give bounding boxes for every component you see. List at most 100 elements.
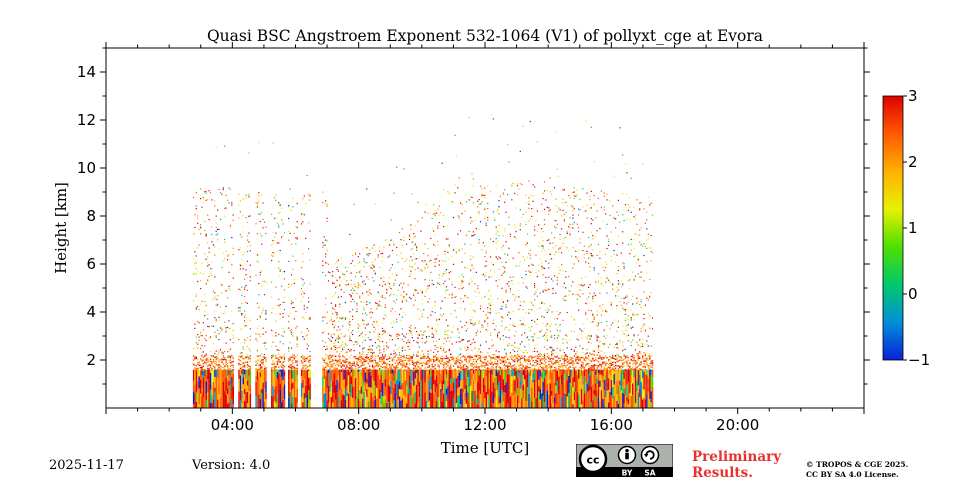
heatmap-cell <box>483 357 484 358</box>
heatmap-cell <box>460 357 461 358</box>
heatmap-cell <box>567 312 568 313</box>
heatmap-cell <box>474 370 475 381</box>
heatmap-cell <box>331 347 332 348</box>
heatmap-cell <box>335 347 336 348</box>
heatmap-cell <box>541 362 542 363</box>
heatmap-cell <box>263 219 264 220</box>
heatmap-cell <box>196 274 197 275</box>
heatmap-cell <box>344 361 345 362</box>
heatmap-cell <box>433 231 434 232</box>
heatmap-cell <box>435 312 436 313</box>
heatmap-cell <box>528 378 529 394</box>
heatmap-cell <box>322 358 323 359</box>
heatmap-cell <box>517 362 518 363</box>
heatmap-cell <box>336 396 337 408</box>
heatmap-cell <box>543 366 544 367</box>
heatmap-cell <box>575 367 576 368</box>
heatmap-cell <box>517 351 518 352</box>
heatmap-cell <box>396 336 397 337</box>
heatmap-cell <box>568 226 569 227</box>
heatmap-cell <box>274 375 275 389</box>
heatmap-cell <box>453 382 454 397</box>
heatmap-cell <box>260 361 261 362</box>
heatmap-cell <box>213 244 214 245</box>
heatmap-cell <box>564 357 565 358</box>
heatmap-cell <box>373 366 374 367</box>
heatmap-cell <box>564 365 565 366</box>
heatmap-cell <box>213 399 214 408</box>
heatmap-cell <box>427 355 428 356</box>
heatmap-cell <box>274 389 275 402</box>
heatmap-cell <box>528 313 529 314</box>
heatmap-cell <box>513 376 514 381</box>
heatmap-cell <box>200 224 201 225</box>
heatmap-cell <box>260 390 261 399</box>
heatmap-cell <box>419 335 420 336</box>
heatmap-cell <box>260 336 261 337</box>
heatmap-cell <box>297 339 298 340</box>
heatmap-cell <box>412 358 413 359</box>
heatmap-cell <box>352 341 353 342</box>
heatmap-cell <box>510 352 511 353</box>
heatmap-cell <box>228 360 229 361</box>
heatmap-cell <box>369 372 370 387</box>
heatmap-cell <box>263 370 264 383</box>
heatmap-cell <box>224 366 225 367</box>
heatmap-cell <box>409 260 410 261</box>
heatmap-cell <box>470 319 471 320</box>
heatmap-cell <box>301 213 302 214</box>
heatmap-cell <box>393 193 394 194</box>
heatmap-cell <box>464 297 465 298</box>
heatmap-cell <box>557 369 558 370</box>
heatmap-cell <box>435 356 436 357</box>
heatmap-cell <box>221 360 222 361</box>
heatmap-cell <box>282 313 283 314</box>
heatmap-cell <box>227 370 228 376</box>
heatmap-cell <box>383 281 384 282</box>
heatmap-cell <box>302 253 303 254</box>
heatmap-cell <box>565 339 566 340</box>
heatmap-cell <box>528 197 529 198</box>
heatmap-cell <box>498 213 499 214</box>
heatmap-cell <box>550 331 551 332</box>
heatmap-cell <box>327 250 328 251</box>
heatmap-cell <box>348 370 349 376</box>
heatmap-cell <box>459 369 460 370</box>
heatmap-cell <box>395 352 396 353</box>
heatmap-cell <box>355 358 356 359</box>
heatmap-cell <box>382 358 383 359</box>
heatmap-cell <box>223 187 224 188</box>
heatmap-cell <box>513 311 514 312</box>
heatmap-cell <box>345 372 346 389</box>
heatmap-cell <box>206 235 207 236</box>
heatmap-cell <box>378 305 379 306</box>
heatmap-cell <box>571 256 572 257</box>
heatmap-cell <box>501 317 502 318</box>
heatmap-cell <box>557 340 558 341</box>
heatmap-cell <box>561 215 562 216</box>
heatmap-cell <box>233 330 234 331</box>
heatmap-cell <box>349 234 350 235</box>
heatmap-cell <box>322 320 323 321</box>
heatmap-cell <box>473 185 474 186</box>
heatmap-cell <box>373 370 374 381</box>
heatmap-cell <box>417 293 418 294</box>
heatmap-cell <box>477 382 478 395</box>
heatmap-cell <box>221 370 222 371</box>
heatmap-cell <box>543 240 544 241</box>
heatmap-cell <box>209 364 210 365</box>
heatmap-cell <box>359 355 360 356</box>
heatmap-cell <box>548 361 549 362</box>
heatmap-cell <box>547 353 548 354</box>
heatmap-cell <box>233 342 234 343</box>
heatmap-cell <box>540 362 541 363</box>
heatmap-cell <box>216 320 217 321</box>
heatmap-cell <box>227 255 228 256</box>
heatmap-cell <box>230 368 231 369</box>
heatmap-cell <box>470 223 471 224</box>
heatmap-cell <box>226 360 227 361</box>
heatmap-cell <box>572 247 573 248</box>
heatmap-cell <box>533 351 534 352</box>
heatmap-cell <box>516 208 517 209</box>
heatmap-cell <box>349 336 350 337</box>
